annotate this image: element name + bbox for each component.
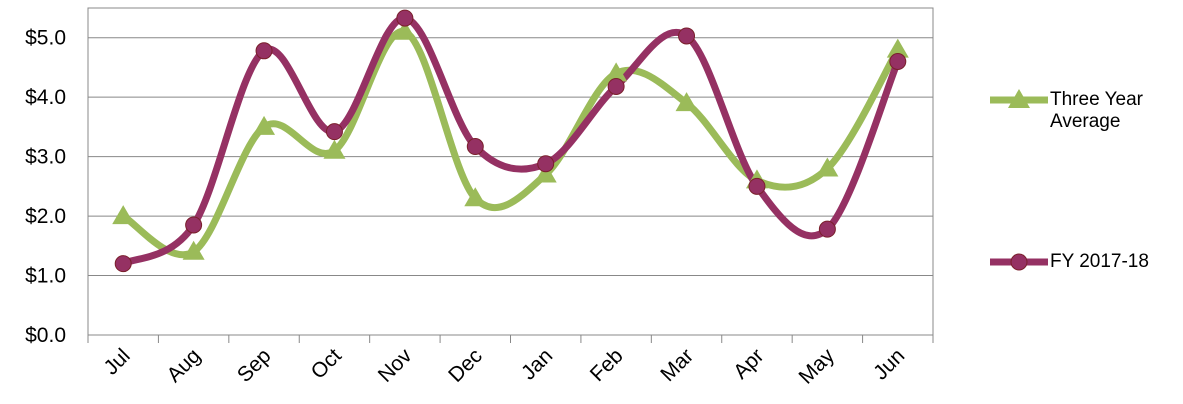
marker [325, 123, 343, 141]
marker [396, 9, 414, 27]
marker [607, 77, 625, 95]
series-line [121, 14, 902, 267]
marker [253, 115, 276, 135]
marker [889, 53, 907, 71]
y-tick-label: $3.0 [25, 146, 66, 169]
marker [537, 155, 555, 173]
x-tick-label: Jul [99, 344, 134, 379]
x-tick-label: Jun [869, 344, 909, 384]
marker [323, 139, 346, 159]
x-tick-label: Apr [729, 344, 768, 383]
marker [886, 38, 909, 58]
legend-marker [1008, 89, 1030, 108]
marker [393, 20, 416, 40]
x-tick-label: Oct [307, 344, 346, 383]
y-tick-label: $5.0 [25, 27, 66, 50]
x-tick-label: Aug [162, 344, 205, 387]
marker [464, 187, 487, 207]
x-tick-label: Mar [656, 344, 698, 386]
marker [112, 205, 135, 225]
marker [114, 255, 132, 273]
x-tick-label: Dec [444, 344, 487, 387]
marker [605, 62, 628, 82]
x-tick-label: Jan [517, 344, 557, 384]
marker [818, 220, 836, 238]
marker [678, 27, 696, 45]
legend-label: Three Year Average [1050, 89, 1143, 132]
marker [466, 138, 484, 156]
marker [182, 240, 205, 260]
marker [675, 92, 698, 112]
x-tick-label: May [795, 344, 840, 389]
y-tick-label: $2.0 [25, 205, 66, 228]
marker [185, 216, 203, 234]
marker [255, 42, 273, 60]
marker [748, 177, 766, 195]
y-tick-label: $4.0 [25, 86, 66, 109]
x-tick-label: Nov [374, 344, 417, 387]
marker [534, 163, 557, 183]
legend-marker [1010, 253, 1028, 271]
y-tick-label: $0.0 [25, 324, 66, 347]
legend-label: FY 2017-18 [1050, 251, 1149, 272]
y-tick-label: $1.0 [25, 265, 66, 288]
x-tick-label: Sep [233, 344, 276, 387]
marker [816, 157, 839, 177]
x-tick-label: Feb [586, 344, 628, 386]
